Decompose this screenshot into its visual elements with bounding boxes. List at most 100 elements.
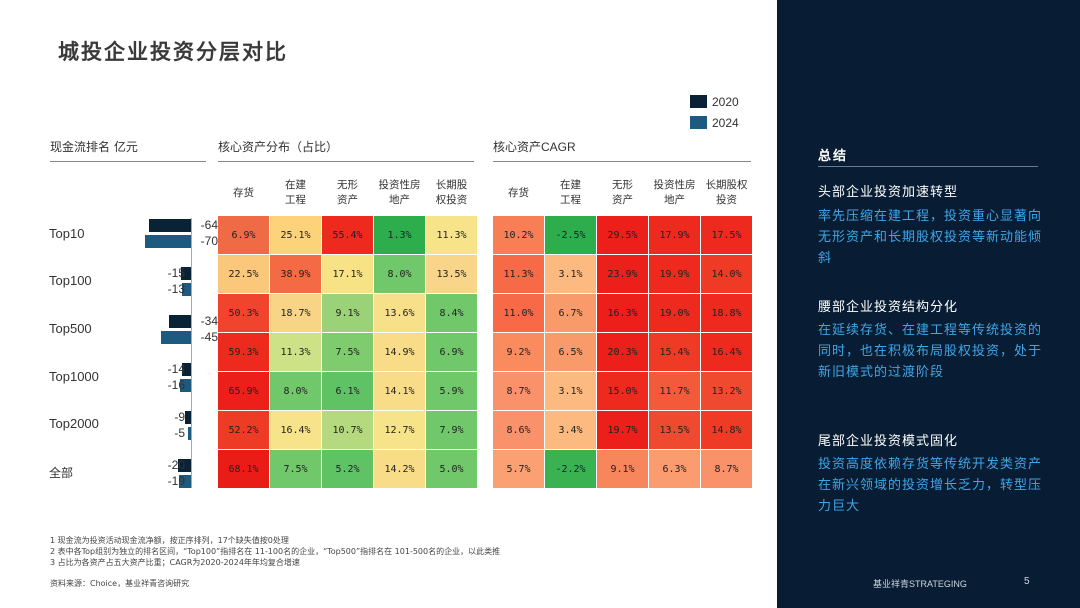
cagr_table-cell-r0-c3: 17.9% <box>649 216 700 254</box>
distribution_table-cell-r0-c0: 6.9% <box>218 216 269 254</box>
legend-label-2020: 2020 <box>712 94 739 109</box>
summary-body-tail: 投资高度依赖存货等传统开发类资产在新兴领域的投资增长乏力，转型压力巨大 <box>818 457 1043 514</box>
cagr-column-header-3: 投资性房 地产 <box>653 179 696 206</box>
cash-flow-value-2024-4: -5 <box>174 426 185 440</box>
distribution_table-cell-r6-c0: 68.1% <box>218 450 269 488</box>
cash-flow-bar-2024-4 <box>187 427 191 440</box>
cash-flow-value-2020-2: -34 <box>200 314 218 328</box>
cash-flow-bar-2020-0 <box>148 219 191 232</box>
row-label-top1000: Top1000 <box>49 369 99 384</box>
cagr_table-cell-r4-c3: 11.7% <box>649 372 700 410</box>
cash-flow-value-2020-1: -15 <box>167 266 185 280</box>
cash-flow-value-2020-5: -20 <box>167 458 185 472</box>
distribution_table-cell-r6-c4: 5.0% <box>426 450 477 488</box>
chart-legend: 2020 2024 <box>690 91 739 133</box>
distribution-column-header-1: 在建 工程 <box>285 179 306 206</box>
distribution_table-cell-r4-c1: 8.0% <box>270 372 321 410</box>
cash-flow-bar-2024-1 <box>182 283 191 296</box>
cagr_table-cell-r5-c4: 14.8% <box>701 411 752 449</box>
cagr_table-cell-r0-c2: 29.5% <box>597 216 648 254</box>
distribution_table-cell-r4-c4: 5.9% <box>426 372 477 410</box>
cash-flow-value-2024-5: -19 <box>167 474 185 488</box>
cagr-heatmap: 10.2% -2.5% 29.5% 17.9% 17.5% 11.3% 3.1% 23.9% 1… <box>493 216 752 488</box>
summary-title-middle: 腰部企业投资结构分化 <box>818 300 959 315</box>
cagr_table-cell-r6-c4: 8.7% <box>701 450 752 488</box>
cash-flow-bar-2024-2 <box>161 331 191 344</box>
distribution_table-cell-r0-c3: 1.3% <box>374 216 425 254</box>
distribution_table-cell-r1-c1: 38.9% <box>270 255 321 293</box>
footnote-1: 1 现金流为投资活动现金流净额，按正序排列，17个缺失值按0处理 <box>50 536 289 545</box>
cagr_table-cell-r5-c1: 3.4% <box>545 411 596 449</box>
row-label-all: 全部 <box>49 466 74 480</box>
cagr_table-cell-r4-c0: 8.7% <box>493 372 544 410</box>
cagr_table-cell-r6-c0: 5.7% <box>493 450 544 488</box>
distribution_table-cell-r4-c3: 14.1% <box>374 372 425 410</box>
distribution_table-cell-r2-c0: 50.3% <box>218 294 269 332</box>
cash-flow-value-2024-1: -13 <box>167 282 185 296</box>
cash-flow-axis <box>191 218 192 488</box>
summary-body-middle: 在延续存货、在建工程等传统投资的同时，也在积极布局股权投资，处于新旧模式的过渡阶… <box>818 323 1043 380</box>
cagr_table-cell-r1-c2: 23.9% <box>597 255 648 293</box>
distribution-heatmap: 6.9% 25.1% 55.4% 1.3% 11.3% 22.5% 38.9% 17.1% 8.… <box>218 216 477 488</box>
distribution-column-header-4: 长期股 权投资 <box>435 179 468 206</box>
distribution_table-cell-r1-c4: 13.5% <box>426 255 477 293</box>
distribution_table-cell-r2-c3: 13.6% <box>374 294 425 332</box>
distribution_table-cell-r3-c1: 11.3% <box>270 333 321 371</box>
distribution_table-cell-r2-c2: 9.1% <box>322 294 373 332</box>
cagr_table-cell-r6-c2: 9.1% <box>597 450 648 488</box>
cagr_table-cell-r3-c4: 16.4% <box>701 333 752 371</box>
cash-flow-bar-2020-2 <box>168 315 191 328</box>
cash-flow-bar-2020-1 <box>181 267 191 280</box>
legend-swatch-2024 <box>690 116 707 129</box>
cagr-section-header: 核心资产CAGR <box>493 138 751 162</box>
cagr_table-cell-r3-c0: 9.2% <box>493 333 544 371</box>
cash-flow-section-header: 现金流排名 亿元 <box>50 138 206 162</box>
cagr_table-cell-r6-c1: -2.2% <box>545 450 596 488</box>
cagr_table-cell-r2-c1: 6.7% <box>545 294 596 332</box>
legend-item-2020: 2020 <box>690 91 739 112</box>
cagr_table-cell-r4-c4: 13.2% <box>701 372 752 410</box>
distribution_table-cell-r5-c2: 10.7% <box>322 411 373 449</box>
cash-flow-value-2020-4: -9 <box>174 410 185 424</box>
row-label-top2000: Top2000 <box>49 416 99 431</box>
cagr_table-cell-r5-c3: 13.5% <box>649 411 700 449</box>
row-label-top10: Top10 <box>49 226 85 241</box>
cagr_table-cell-r2-c2: 16.3% <box>597 294 648 332</box>
distribution_table-cell-r6-c2: 5.2% <box>322 450 373 488</box>
cash-flow-bar-2020-3 <box>181 363 191 376</box>
cagr_table-cell-r1-c1: 3.1% <box>545 255 596 293</box>
cagr_table-cell-r0-c0: 10.2% <box>493 216 544 254</box>
cagr_table-cell-r3-c2: 20.3% <box>597 333 648 371</box>
cash-flow-bar-2020-5 <box>177 459 191 472</box>
distribution_table-cell-r3-c4: 6.9% <box>426 333 477 371</box>
cash-flow-bar-2024-0 <box>145 235 191 248</box>
summary-title-tail: 尾部企业投资模式固化 <box>818 434 959 449</box>
distribution_table-cell-r3-c3: 14.9% <box>374 333 425 371</box>
distribution_table-cell-r5-c4: 7.9% <box>426 411 477 449</box>
cash-flow-bar-2020-4 <box>185 411 191 424</box>
summary-sidebar <box>777 0 1080 608</box>
distribution_table-cell-r2-c1: 18.7% <box>270 294 321 332</box>
distribution_table-cell-r1-c2: 17.1% <box>322 255 373 293</box>
cash-flow-bar-2024-3 <box>180 379 191 392</box>
distribution-column-header-3: 投资性房 地产 <box>378 179 421 206</box>
legend-swatch-2020 <box>690 95 707 108</box>
distribution_table-cell-r1-c3: 8.0% <box>374 255 425 293</box>
distribution_table-cell-r2-c4: 8.4% <box>426 294 477 332</box>
cagr_table-cell-r5-c2: 19.7% <box>597 411 648 449</box>
summary-divider <box>818 166 1038 167</box>
cagr_table-cell-r2-c4: 18.8% <box>701 294 752 332</box>
cagr_table-cell-r0-c1: -2.5% <box>545 216 596 254</box>
cagr_table-cell-r2-c3: 19.0% <box>649 294 700 332</box>
cagr_table-cell-r2-c0: 11.0% <box>493 294 544 332</box>
cash-flow-value-2024-3: -16 <box>167 378 185 392</box>
cagr-column-header-4: 长期股权 投资 <box>705 179 748 206</box>
summary-heading: 总结 <box>818 149 849 164</box>
footnote-3: 3 占比为各资产占五大资产比重；CAGR为2020-2024年年均复合增速 <box>50 558 300 567</box>
cagr_table-cell-r0-c4: 17.5% <box>701 216 752 254</box>
legend-item-2024: 2024 <box>690 112 739 133</box>
cagr_table-cell-r1-c3: 19.9% <box>649 255 700 293</box>
footnote-2: 2 表中各Top组别为独立的排名区间，“Top100”指排名在 11-100名的… <box>50 547 501 556</box>
cash-flow-bar-2024-5 <box>178 475 191 488</box>
cagr_table-cell-r1-c0: 11.3% <box>493 255 544 293</box>
